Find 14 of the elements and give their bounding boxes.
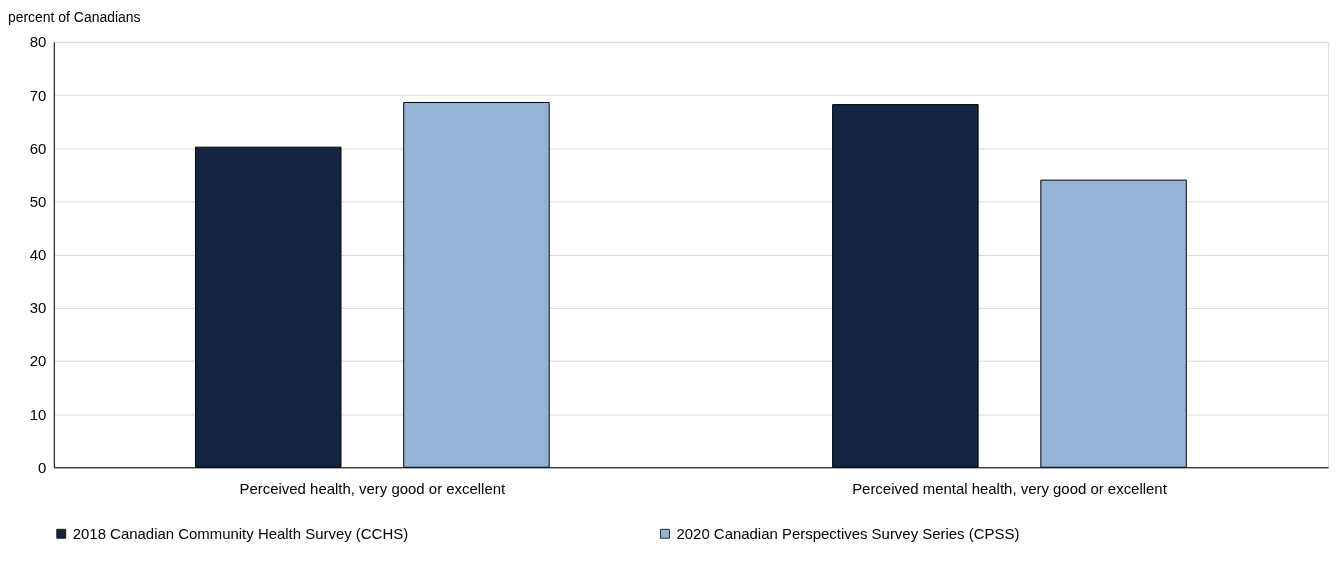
y-tick-label: 40 (29, 246, 47, 264)
y-tick-label: 50 (29, 192, 47, 210)
y-tick-label: 10 (29, 405, 47, 423)
y-tick-label: 30 (29, 299, 47, 317)
legend-label: 2020 Canadian Perspectives Survey Series (CPSS) (676, 524, 1020, 542)
y-tick-label: 80 (29, 33, 47, 51)
y-tick-label: 60 (29, 139, 47, 157)
y-tick-label: 70 (29, 86, 47, 104)
x-tick-label: Perceived health, very good or excellent (239, 479, 507, 497)
y-axis-title: percent of Canadians (7, 8, 141, 25)
legend-label: 2018 Canadian Community Health Survey (CCHS) (72, 524, 409, 542)
y-tick-label: 0 (38, 458, 47, 476)
x-tick-label: Perceived mental health, very good or excellent (852, 479, 1168, 497)
y-tick-label: 20 (29, 352, 47, 370)
